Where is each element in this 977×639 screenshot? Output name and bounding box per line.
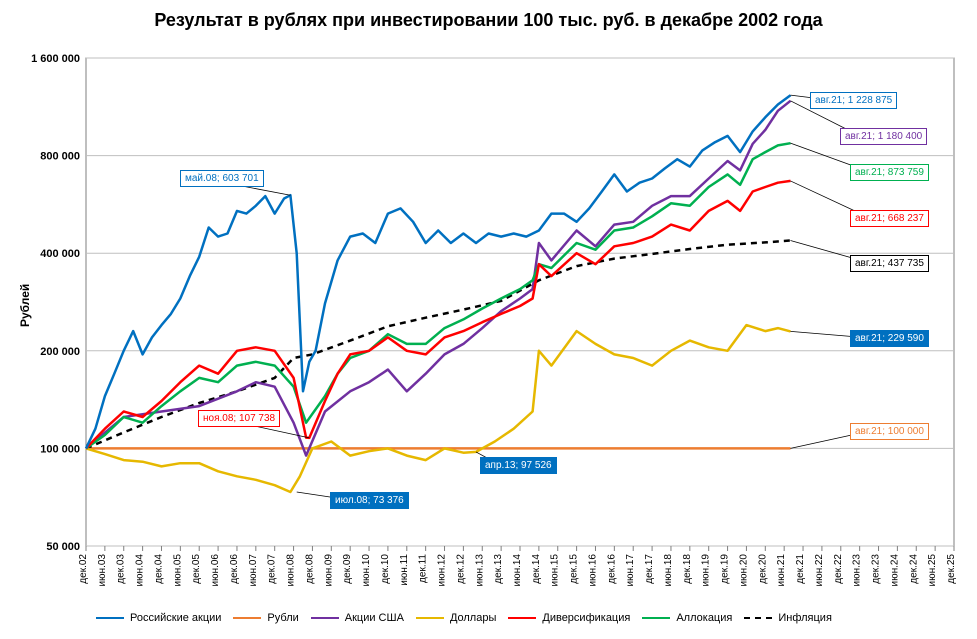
- svg-text:дек.13: дек.13: [493, 554, 504, 584]
- svg-text:июн.11: июн.11: [399, 554, 410, 586]
- svg-text:июн.04: июн.04: [135, 554, 146, 587]
- svg-text:июн.06: июн.06: [210, 554, 221, 587]
- legend-label: Российские акции: [130, 612, 221, 624]
- svg-text:дек.16: дек.16: [606, 554, 617, 584]
- svg-text:июн.17: июн.17: [625, 554, 636, 587]
- svg-text:дек.09: дек.09: [342, 554, 353, 584]
- legend-label: Рубли: [267, 612, 298, 624]
- legend-item: Доллары: [416, 612, 496, 624]
- svg-text:дек.05: дек.05: [191, 554, 202, 584]
- svg-text:дек.08: дек.08: [304, 554, 315, 584]
- legend-label: Аллокация: [676, 612, 732, 624]
- svg-text:дек.10: дек.10: [380, 554, 391, 584]
- svg-text:июн.14: июн.14: [512, 554, 523, 587]
- svg-text:июн.21: июн.21: [776, 554, 787, 587]
- svg-text:1 600 000: 1 600 000: [31, 53, 80, 65]
- legend-item: Инфляция: [744, 612, 832, 624]
- legend-item: Российские акции: [96, 612, 221, 624]
- callout: апр.13; 97 526: [480, 457, 557, 474]
- legend-item: Акции США: [311, 612, 404, 624]
- series-usstock: [86, 101, 791, 456]
- callout: авг.21; 668 237: [850, 210, 929, 227]
- legend-item: Аллокация: [642, 612, 732, 624]
- legend-label: Диверсификация: [542, 612, 630, 624]
- svg-text:июн.07: июн.07: [248, 554, 259, 587]
- svg-text:дек.23: дек.23: [871, 554, 882, 584]
- svg-text:дек.07: дек.07: [267, 554, 278, 584]
- series-usd: [86, 325, 791, 492]
- svg-text:июн.10: июн.10: [361, 554, 372, 587]
- legend-label: Доллары: [450, 612, 496, 624]
- svg-text:дек.21: дек.21: [795, 554, 806, 584]
- svg-text:июн.09: июн.09: [323, 554, 334, 587]
- svg-text:июн.25: июн.25: [927, 554, 938, 587]
- svg-text:дек.17: дек.17: [644, 554, 655, 584]
- svg-text:июн.18: июн.18: [663, 554, 674, 587]
- svg-text:дек.24: дек.24: [908, 554, 919, 584]
- callout: авг.21; 1 180 400: [840, 128, 927, 145]
- svg-text:дек.12: дек.12: [455, 554, 466, 584]
- svg-text:дек.14: дек.14: [531, 554, 542, 584]
- callout: авг.21; 100 000: [850, 423, 929, 440]
- svg-text:100 000: 100 000: [40, 443, 80, 455]
- svg-text:июн.12: июн.12: [437, 554, 448, 587]
- svg-text:июн.19: июн.19: [701, 554, 712, 587]
- svg-text:дек.04: дек.04: [153, 554, 164, 584]
- legend: Российские акции Рубли Акции США Доллары Див…: [96, 612, 944, 624]
- svg-text:июн.22: июн.22: [814, 554, 825, 587]
- svg-text:дек.11: дек.11: [418, 554, 429, 583]
- svg-text:800 000: 800 000: [40, 151, 80, 163]
- svg-text:дек.22: дек.22: [833, 554, 844, 584]
- legend-item: Диверсификация: [508, 612, 630, 624]
- svg-text:дек.02: дек.02: [78, 554, 89, 584]
- svg-text:июн.24: июн.24: [889, 554, 900, 587]
- callout: май.08; 603 701: [180, 170, 264, 187]
- legend-label: Инфляция: [778, 612, 832, 624]
- legend-item: Рубли: [233, 612, 298, 624]
- svg-text:июн.15: июн.15: [550, 554, 561, 587]
- svg-text:июн.13: июн.13: [474, 554, 485, 587]
- legend-label: Акции США: [345, 612, 404, 624]
- callout: авг.21; 437 735: [850, 255, 929, 272]
- svg-text:дек.06: дек.06: [229, 554, 240, 584]
- svg-text:дек.25: дек.25: [946, 554, 957, 584]
- svg-text:июн.03: июн.03: [97, 554, 108, 587]
- callout: июл.08; 73 376: [330, 492, 409, 509]
- svg-text:дек.19: дек.19: [720, 554, 731, 584]
- series-alloc: [86, 143, 791, 448]
- svg-text:июн.08: июн.08: [286, 554, 297, 587]
- svg-text:400 000: 400 000: [40, 248, 80, 260]
- svg-text:июн.05: июн.05: [172, 554, 183, 587]
- svg-text:200 000: 200 000: [40, 346, 80, 358]
- svg-text:июн.20: июн.20: [738, 554, 749, 587]
- svg-text:дек.20: дек.20: [757, 554, 768, 584]
- svg-text:дек.15: дек.15: [569, 554, 580, 584]
- svg-text:дек.18: дек.18: [682, 554, 693, 584]
- callout: авг.21; 1 228 875: [810, 92, 897, 109]
- chart-container: { "title":{"text":"Результат в рублях пр…: [0, 0, 977, 639]
- svg-text:50 000: 50 000: [46, 541, 80, 553]
- callout: ноя.08; 107 738: [198, 410, 280, 427]
- callout: авг.21; 873 759: [850, 164, 929, 181]
- series-rus: [86, 95, 791, 448]
- svg-text:июн.23: июн.23: [852, 554, 863, 587]
- callout: авг.21; 229 590: [850, 330, 929, 347]
- svg-text:июн.16: июн.16: [587, 554, 598, 587]
- svg-text:дек.03: дек.03: [116, 554, 127, 584]
